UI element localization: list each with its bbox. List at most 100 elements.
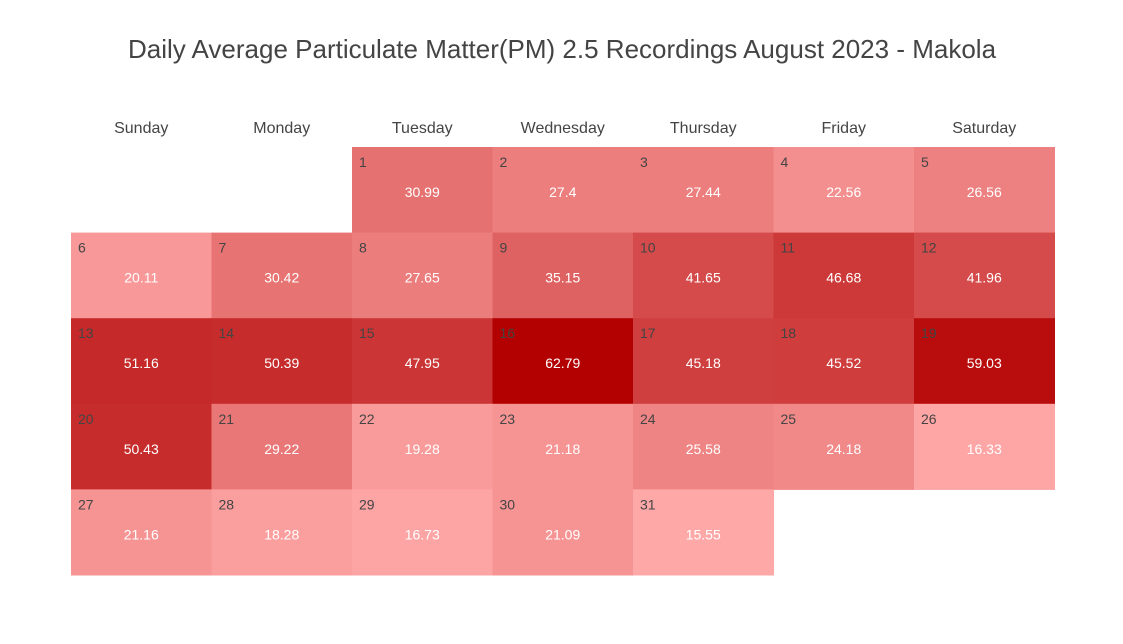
- heatmap-cell: [633, 232, 774, 319]
- weekday-label: Thursday: [670, 120, 737, 137]
- day-number-label: 6: [78, 240, 86, 256]
- calendar-cell: 24 25.58: [633, 403, 774, 490]
- value-label: 21.16: [124, 526, 159, 542]
- value-label: 16.33: [967, 441, 1002, 457]
- value-label: 15.55: [686, 526, 721, 542]
- heatmap-cell: [352, 318, 493, 405]
- value-label: 41.96: [967, 270, 1002, 286]
- calendar-cell: 22 19.28: [352, 403, 493, 490]
- heatmap-cell: [211, 318, 353, 405]
- day-number-label: 15: [359, 325, 375, 341]
- heatmap-cell: [633, 318, 774, 405]
- heatmap-cell: [71, 232, 212, 319]
- day-number-label: 11: [781, 240, 796, 256]
- value-label: 27.4: [549, 184, 576, 200]
- day-number-label: 20: [78, 411, 94, 427]
- heatmap-cell: [352, 489, 493, 576]
- value-label: 50.43: [124, 441, 159, 457]
- calendar-cell: 526.56: [914, 147, 1055, 234]
- calendar-cell: 15 47.95: [352, 318, 493, 405]
- calendar-cell: 23 21.18: [492, 403, 634, 490]
- calendar-cell: 20 50.43: [71, 403, 212, 490]
- value-label: 16.73: [405, 526, 440, 542]
- heatmap-cell: [773, 147, 915, 234]
- calendar-cell: 12 41.96: [914, 232, 1055, 319]
- day-number-label: 31: [640, 496, 656, 512]
- day-number-label: 21: [219, 411, 235, 427]
- weekday-label: Wednesday: [521, 120, 605, 137]
- heatmap-cell: [71, 318, 212, 405]
- heatmap-cell: [914, 232, 1055, 319]
- value-label: 46.68: [826, 270, 861, 286]
- day-number-label: 13: [78, 325, 94, 341]
- calendar-cells: 130.99227.4327.44422.56526.56620.11730.4…: [71, 147, 1055, 576]
- value-label: 45.52: [826, 355, 861, 371]
- heatmap-cell: [71, 403, 212, 490]
- value-label: 24.18: [826, 441, 861, 457]
- day-number-label: 2: [500, 154, 508, 170]
- heatmap-cell: [633, 489, 774, 576]
- calendar-cell: 17 45.18: [633, 318, 774, 405]
- calendar-cell: 29 16.73: [352, 489, 493, 576]
- value-label: 62.79: [545, 355, 580, 371]
- day-number-label: 7: [219, 240, 227, 256]
- weekday-label: Saturday: [952, 120, 1016, 137]
- value-label: 22.56: [826, 184, 861, 200]
- heatmap-cell: [492, 489, 634, 576]
- heatmap-cell: [773, 318, 915, 405]
- heatmap-cell: [773, 403, 915, 490]
- value-label: 18.28: [264, 526, 299, 542]
- weekday-label: Sunday: [114, 120, 168, 137]
- day-number-label: 12: [921, 240, 937, 256]
- weekday-header-row: Sunday Monday Tuesday Wednesday Thursday Frid…: [114, 120, 1016, 137]
- heatmap-cell: [492, 403, 634, 490]
- calendar-cell: 16 62.79: [492, 318, 634, 405]
- heatmap-cell: [492, 318, 634, 405]
- calendar-cell: 14 50.39: [211, 318, 353, 405]
- heatmap-cell: [914, 147, 1055, 234]
- value-label: 47.95: [405, 355, 440, 371]
- value-label: 25.58: [686, 441, 721, 457]
- calendar-cell: 31 15.55: [633, 489, 774, 576]
- value-label: 26.56: [967, 184, 1002, 200]
- value-label: 20.11: [124, 270, 158, 286]
- day-number-label: 10: [640, 240, 656, 256]
- calendar-cell: 620.11: [71, 232, 212, 319]
- day-number-label: 3: [640, 154, 648, 170]
- calendar-cell: 13 51.16: [71, 318, 212, 405]
- value-label: 29.22: [264, 441, 299, 457]
- heatmap-cell: [352, 147, 493, 234]
- calendar-cell: 935.15: [492, 232, 634, 319]
- value-label: 51.16: [124, 355, 159, 371]
- heatmap-cell: [914, 403, 1055, 490]
- day-number-label: 14: [219, 325, 235, 341]
- value-label: 30.42: [264, 270, 299, 286]
- day-number-label: 9: [500, 240, 508, 256]
- heatmap-cell: [352, 232, 493, 319]
- day-number-label: 19: [921, 325, 937, 341]
- calendar-cell: 10 41.65: [633, 232, 774, 319]
- value-label: 21.09: [545, 526, 580, 542]
- heatmap-cell: [633, 403, 774, 490]
- calendar-cell: 27 21.16: [71, 489, 212, 576]
- calendar-cell: 18 45.52: [773, 318, 915, 405]
- value-label: 27.44: [686, 184, 721, 200]
- heatmap-cell: [633, 147, 774, 234]
- calendar-cell: 227.4: [492, 147, 634, 234]
- day-number-label: 27: [78, 496, 94, 512]
- weekday-label: Monday: [253, 120, 310, 137]
- day-number-label: 8: [359, 240, 367, 256]
- value-label: 41.65: [686, 270, 721, 286]
- calendar-cell: 28 18.28: [211, 489, 353, 576]
- weekday-label: Friday: [822, 120, 866, 137]
- value-label: 59.03: [967, 355, 1002, 371]
- value-label: 50.39: [264, 355, 299, 371]
- day-number-label: 23: [500, 411, 516, 427]
- calendar-cell: 11 46.68: [773, 232, 915, 319]
- calendar-cell: 422.56: [773, 147, 915, 234]
- calendar-cell: 30 21.09: [492, 489, 634, 576]
- value-label: 21.18: [545, 441, 580, 457]
- heatmap-cell: [773, 232, 915, 319]
- day-number-label: 22: [359, 411, 375, 427]
- day-number-label: 4: [781, 154, 789, 170]
